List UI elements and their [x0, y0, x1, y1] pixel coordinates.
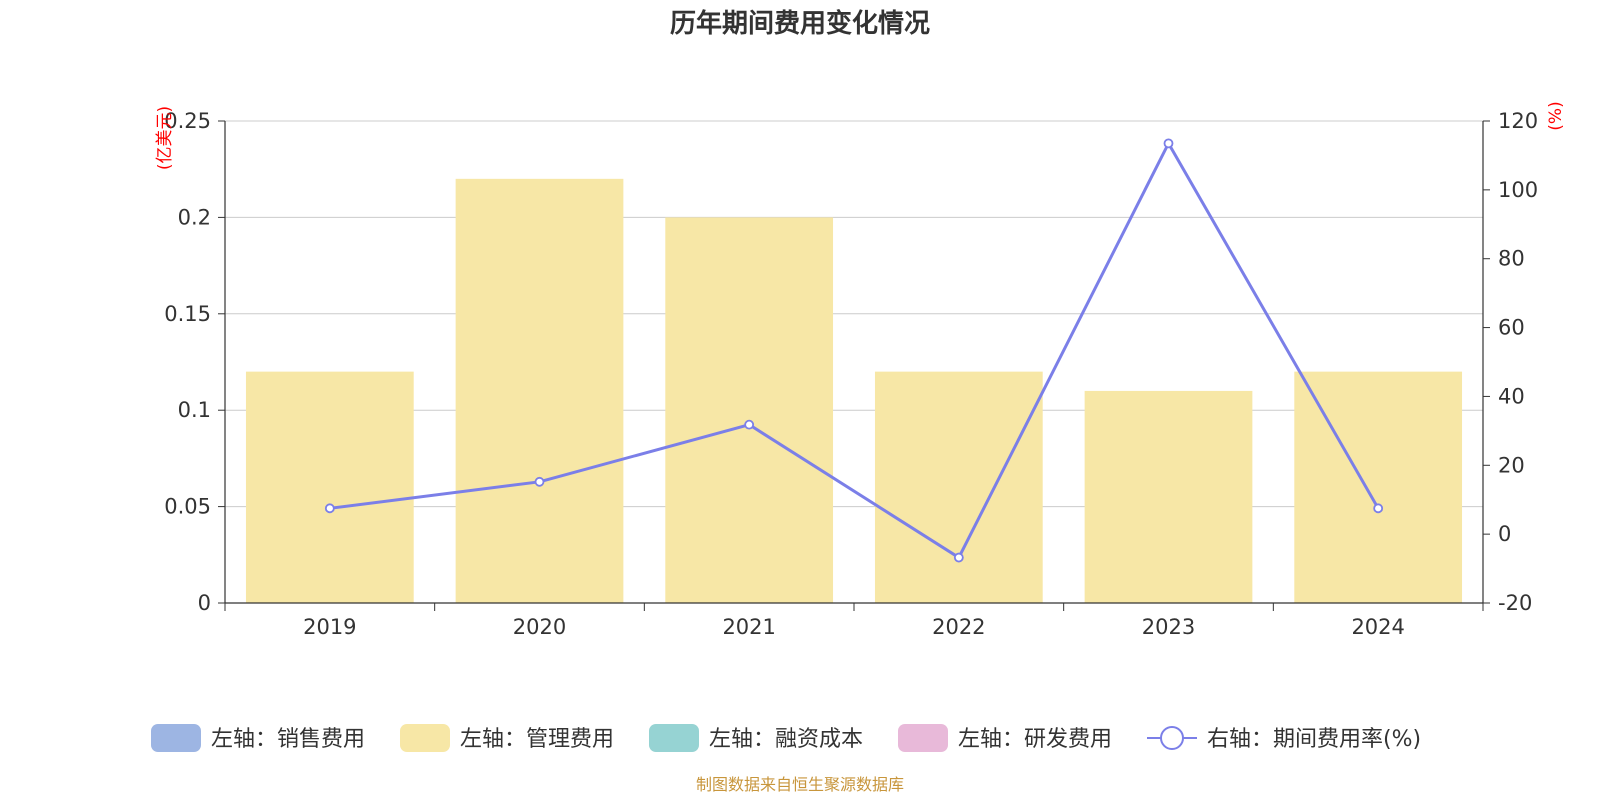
x-axis-tick-label: 2019: [303, 615, 356, 639]
rate-point: [953, 552, 964, 563]
x-axis-tick-label: 2023: [1142, 615, 1195, 639]
gridlines: [225, 120, 1483, 508]
legend: 左轴：销售费用 左轴：管理费用 左轴：融资成本 左轴：研发费用 右轴：期间费用率(%): [151, 724, 1421, 752]
rate-point: [534, 476, 545, 487]
legend-label: 左轴：管理费用: [460, 727, 614, 752]
left-axis-tick-label: 0: [198, 591, 211, 615]
legend-swatch: [400, 724, 450, 752]
left-axis-tick-label: 0.05: [164, 495, 211, 519]
right-axis-tick-label: 40: [1498, 384, 1525, 408]
right-axis-tick-label: 80: [1498, 247, 1525, 271]
right-axis-tick-label: 120: [1498, 109, 1538, 133]
left-axis-tick-label: 0.2: [178, 205, 211, 229]
rate-point: [744, 419, 755, 430]
axes: 0 0.05 0.1 0.15 0.2 0.25 -20 0 20 40 60 80 100 120 201…: [164, 109, 1538, 639]
x-axis-tick-label: 2020: [513, 615, 566, 639]
bar: [874, 371, 1043, 603]
bar: [245, 371, 414, 603]
x-axis-tick-label: 2021: [722, 615, 775, 639]
legend-label: 左轴：研发费用: [958, 727, 1112, 752]
right-axis-tick-label: 20: [1498, 453, 1525, 477]
legend-swatch: [898, 724, 948, 752]
legend-label: 右轴：期间费用率(%): [1207, 727, 1421, 752]
left-axis-tick-label: 0.25: [164, 109, 211, 133]
legend-swatch: [151, 724, 201, 752]
rate-point: [1373, 503, 1384, 514]
rate-point: [324, 503, 335, 514]
legend-marker: [1160, 726, 1184, 750]
rate-point: [1163, 138, 1174, 149]
right-axis-tick-label: 0: [1498, 522, 1511, 546]
x-axis-tick-label: 2024: [1351, 615, 1404, 639]
bar: [1084, 390, 1253, 603]
legend-label: 左轴：销售费用: [211, 727, 365, 752]
chart-title: 历年期间费用变化情况: [670, 8, 930, 39]
bar: [455, 178, 624, 603]
legend-swatch: [649, 724, 699, 752]
left-axis-unit-label: (亿美元): [155, 106, 175, 170]
right-axis-unit-label: (%): [1546, 101, 1566, 130]
bar: [665, 217, 834, 603]
x-axis-tick-label: 2022: [932, 615, 985, 639]
bars: [245, 178, 1463, 603]
right-axis-tick-label: 60: [1498, 316, 1525, 340]
right-axis-tick-label: 100: [1498, 178, 1538, 202]
source-note: 制图数据来自恒生聚源数据库: [696, 775, 904, 794]
legend-label: 左轴：融资成本: [709, 727, 863, 752]
left-axis-tick-label: 0.1: [178, 398, 211, 422]
rate-line: [324, 138, 1384, 563]
right-axis-tick-label: -20: [1498, 591, 1532, 615]
rate-line-path: [329, 141, 1380, 560]
left-axis-tick-label: 0.15: [164, 302, 211, 326]
